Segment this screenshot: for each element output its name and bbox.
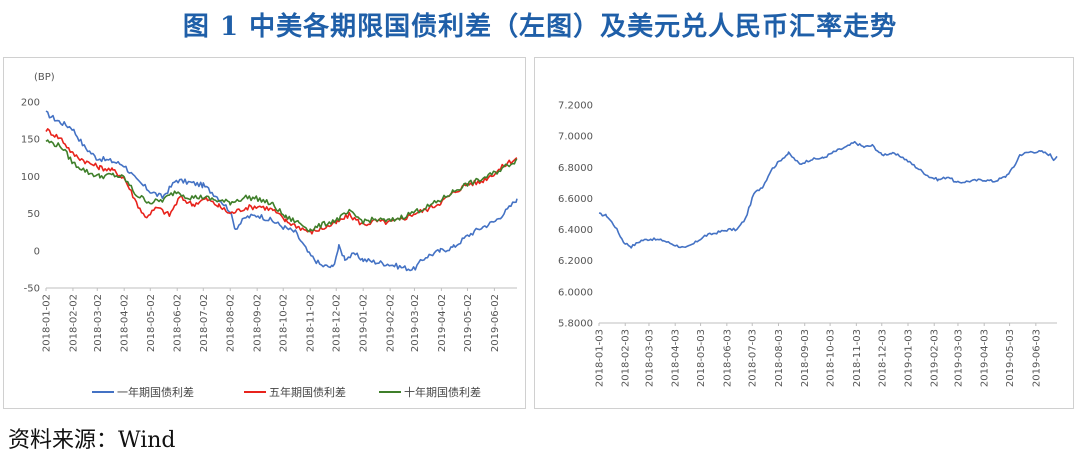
legend-item: 十年期国债利差: [379, 385, 481, 399]
y-tick-label: 6.2000: [558, 256, 593, 267]
x-tick-label: 2018-12-02: [332, 294, 343, 352]
x-tick-label: 2018-03-03: [644, 329, 655, 387]
y-tick-label: 7.0000: [558, 132, 593, 143]
x-tick-label: 2018-04-03: [671, 329, 682, 387]
x-tick-label: 2019-03-03: [953, 329, 964, 387]
spread-chart-panel: -50 0 50 100 150 200 2018-01-02 2018-02-02 2018-…: [3, 57, 526, 409]
unit-label: (BP): [34, 72, 55, 83]
x-tick-label: 2019-01-02: [359, 294, 370, 352]
y-tick-label: 7.2000: [558, 101, 593, 112]
y-tick-label: 100: [21, 172, 40, 183]
x-tick-label: 2019-02-02: [386, 294, 397, 352]
series-line-1: [598, 140, 1058, 249]
fx-chart-panel: 5.8000 6.0000 6.2000 6.4000 6.6000 6.8000 7.00…: [534, 57, 1074, 409]
legend-label: 五年期国债利差: [269, 385, 346, 399]
x-tick-label: 2018-11-02: [306, 294, 317, 352]
x-tick-label: 2018-02-03: [621, 329, 632, 387]
x-tick-label: 2018-04-02: [120, 294, 131, 352]
x-tick-label: 2018-09-03: [800, 329, 811, 387]
x-tick-label: 2019-05-03: [1005, 329, 1016, 387]
x-tick-label: 2018-12-03: [877, 329, 888, 387]
series-line-1: [45, 110, 518, 272]
legend-item: 一年期国债利差: [92, 385, 194, 399]
series-line-2: [45, 128, 518, 235]
y-tick-label: 6.8000: [558, 163, 593, 174]
x-tick-label: 2019-04-02: [437, 294, 448, 352]
y-tick-label: 0: [34, 246, 40, 257]
fx-chart: 5.8000 6.0000 6.2000 6.4000 6.6000 6.8000 7.00…: [558, 101, 1058, 387]
y-tick-label: 6.4000: [558, 225, 593, 236]
spread-chart: -50 0 50 100 150 200 2018-01-02 2018-02-02 2018-…: [21, 72, 518, 399]
x-tick-label: 2019-03-02: [410, 294, 421, 352]
x-tick-label: 2018-07-02: [199, 294, 210, 352]
y-tick-label: 5.8000: [558, 319, 593, 330]
source-note: 资料来源：Wind: [8, 428, 176, 453]
series-line-3: [45, 139, 518, 233]
y-tick-label: -50: [24, 284, 40, 295]
legend-label: 一年期国债利差: [117, 385, 194, 399]
x-tick-label: 2018-05-03: [696, 329, 707, 387]
x-tick-label: 2019-02-03: [930, 329, 941, 387]
x-tick-label: 2018-10-03: [826, 329, 837, 387]
figure-title: 图 1 中美各期限国债利差（左图）及美元兑人民币汇率走势: [182, 12, 898, 42]
x-tick-label: 2019-04-03: [980, 329, 991, 387]
x-tick-label: 2018-07-03: [748, 329, 759, 387]
y-tick-label: 150: [21, 135, 40, 146]
x-tick-label: 2018-10-02: [279, 294, 290, 352]
legend-label: 十年期国债利差: [404, 385, 481, 399]
y-tick-label: 6.0000: [558, 287, 593, 298]
x-tick-label: 2019-06-03: [1031, 329, 1042, 387]
x-tick-label: 2019-05-02: [463, 294, 474, 352]
x-tick-label: 2018-06-02: [173, 294, 184, 352]
x-tick-label: 2018-08-02: [226, 294, 237, 352]
x-tick-label: 2018-08-03: [774, 329, 785, 387]
y-tick-label: 6.6000: [558, 194, 593, 205]
x-tick-label: 2018-11-03: [852, 329, 863, 387]
x-tick-label: 2018-06-03: [722, 329, 733, 387]
x-tick-label: 2018-01-03: [595, 329, 606, 387]
x-tick-label: 2018-09-02: [253, 294, 264, 352]
x-tick-label: 2018-02-02: [68, 294, 79, 352]
y-tick-label: 200: [21, 98, 40, 109]
x-tick-label: 2018-01-02: [42, 294, 53, 352]
x-tick-label: 2019-06-02: [490, 294, 501, 352]
legend-item: 五年期国债利差: [244, 385, 346, 399]
x-tick-label: 2018-03-02: [93, 294, 104, 352]
y-tick-label: 50: [27, 209, 40, 220]
x-tick-label: 2019-01-03: [904, 329, 915, 387]
x-tick-label: 2018-05-02: [146, 294, 157, 352]
